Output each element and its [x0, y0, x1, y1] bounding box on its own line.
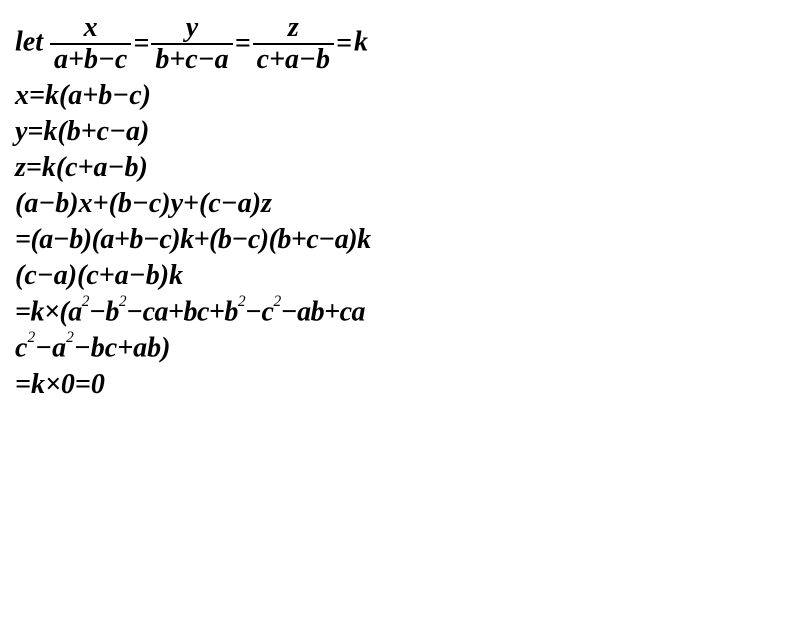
frac1-num: x — [50, 14, 131, 43]
exp-5: 2 — [27, 329, 35, 346]
equals-1: = — [131, 30, 151, 58]
exp-4: 2 — [273, 293, 280, 310]
l8-part-e: −ab+ca — [281, 296, 365, 327]
l8-part-b: −b — [89, 296, 119, 327]
frac1-den: a+b−c — [50, 43, 131, 74]
frac3-den: c+a−b — [253, 43, 334, 74]
line-8: =k×(a2−b2−ca+bc+b2−c2−ab+ca — [15, 294, 785, 330]
line-5: (a−b)x+(b−c)y+(c−a)z — [15, 186, 785, 222]
frac2-num: y — [151, 14, 232, 43]
l8-part-c: −ca+bc+b — [126, 296, 238, 327]
fraction-2: yb+c−a — [151, 14, 232, 74]
line-9: c2−a2−bc+ab) — [15, 330, 785, 366]
l9-part-c: −bc+ab) — [74, 333, 171, 364]
line-4: z=k(c+a−b) — [15, 150, 785, 186]
equals-2: = — [233, 30, 253, 58]
equals-3: = — [334, 30, 354, 58]
k-var: k — [354, 26, 368, 57]
l8-part-a: =k×(a — [15, 296, 82, 327]
exp-1: 2 — [82, 293, 89, 310]
line-6: =(a−b)(a+b−c)k+(b−c)(b+c−a)k — [15, 222, 785, 258]
fraction-3: zc+a−b — [253, 14, 334, 74]
frac3-num: z — [253, 14, 334, 43]
frac2-den: b+c−a — [151, 43, 232, 74]
exp-6: 2 — [66, 329, 74, 346]
fraction-1: xa+b−c — [50, 14, 131, 74]
let-word: let — [15, 26, 50, 57]
l9-part-b: −a — [35, 333, 66, 364]
line-1: let xa+b−c=yb+c−a=zc+a−b=k — [15, 10, 785, 78]
line-2: x=k(a+b−c) — [15, 78, 785, 114]
line-7: (c−a)(c+a−b)k — [15, 258, 785, 294]
exp-2: 2 — [119, 293, 126, 310]
line-10: =k×0=0 — [15, 367, 785, 403]
exp-3: 2 — [238, 293, 245, 310]
line-3: y=k(b+c−a) — [15, 114, 785, 150]
l8-part-d: −c — [245, 296, 273, 327]
l9-part-a: c — [15, 333, 27, 364]
